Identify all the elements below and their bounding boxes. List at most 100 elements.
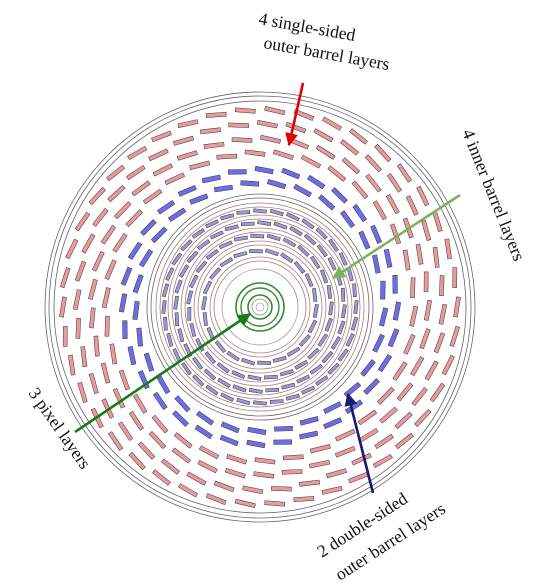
inner-barrel-module (187, 307, 192, 321)
inner-barrel-module (328, 301, 334, 316)
inner-barrel-module (328, 238, 339, 252)
single-sided-module (106, 164, 126, 182)
inner-barrel-support-ring (171, 218, 349, 396)
single-sided-module (358, 428, 379, 443)
single-sided-module (228, 122, 249, 128)
single-sided-module (125, 209, 143, 228)
single-sided-module (394, 432, 414, 450)
double-sided-module (343, 381, 362, 398)
single-sided-module (281, 469, 303, 475)
double-sided-module (122, 320, 128, 339)
single-sided-module (178, 483, 199, 498)
single-sided-module (173, 432, 193, 449)
inner-barrel-module (312, 303, 319, 318)
inner-barrel-module (173, 295, 179, 310)
double-sided-module (172, 410, 189, 427)
single-sided-module (161, 458, 180, 475)
single-sided-module (410, 356, 425, 377)
single-sided-module (171, 447, 191, 464)
inner-barrel-module (341, 304, 347, 319)
inner-barrel-module (293, 260, 306, 274)
inner-barrel-module (257, 220, 272, 226)
single-sided-module (285, 121, 307, 134)
inner-barrel-module (327, 362, 340, 375)
single-sided-module (441, 354, 455, 376)
single-sided-module (386, 173, 403, 193)
double-sided-module (219, 434, 239, 447)
inner-barrel-module (161, 283, 170, 298)
single-sided-module (409, 305, 419, 327)
single-sided-module (396, 163, 412, 183)
single-sided-module (419, 328, 431, 350)
inner-barrel-module (195, 337, 205, 352)
single-sided-module (421, 220, 432, 241)
single-sided-module (449, 325, 461, 347)
single-sided-module (205, 493, 227, 505)
inner-barrel-module (265, 387, 280, 393)
inner-barrel-module (309, 363, 323, 375)
single-sided-module (117, 421, 134, 441)
inner-barrel-support-ring (159, 206, 361, 408)
inner-barrel-module (201, 296, 208, 311)
inner-barrel-module (204, 351, 216, 365)
inner-barrel-module (224, 224, 239, 232)
single-sided-module (152, 163, 174, 177)
inner-barrel-module (307, 319, 318, 334)
double-sided-outer-barrel-layers (118, 165, 402, 449)
inner-barrel-module (241, 357, 256, 366)
inner-barrel-module (294, 359, 309, 370)
single-sided-module (92, 208, 109, 227)
inner-barrel-module (273, 221, 288, 230)
single-sided-module (213, 480, 235, 493)
double-sided-module (274, 425, 293, 432)
inner-barrel-module (197, 239, 211, 251)
single-sided-module (403, 334, 416, 355)
single-sided-module (74, 211, 91, 232)
single-sided-module (405, 195, 419, 216)
double-sided-module (331, 187, 348, 204)
double-sided-module (132, 274, 144, 294)
double-sided-module (299, 430, 319, 440)
inner-barrel-module (192, 374, 205, 387)
single-sided-module (394, 411, 413, 430)
single-sided-module (272, 149, 294, 161)
inner-barrel-module (248, 388, 263, 394)
inner-barrel-module (303, 233, 317, 246)
single-sided-module (365, 173, 382, 193)
double-sided-module (340, 210, 356, 229)
double-sided-module (201, 174, 221, 184)
single-sided-module (164, 172, 185, 186)
double-sided-module (240, 180, 260, 187)
single-sided-module (432, 211, 443, 232)
inner-barrel-module (337, 320, 346, 335)
inner-barrel-module (298, 334, 311, 347)
double-sided-module (220, 421, 240, 434)
double-sided-module (118, 293, 128, 313)
single-sided-module (72, 289, 82, 311)
inner-barrel-support-rings (155, 202, 365, 412)
double-sided-module (378, 307, 389, 327)
single-sided-module (151, 130, 172, 143)
single-sided-module (74, 260, 87, 282)
double-sided-module (127, 346, 137, 366)
double-sided-module (383, 248, 393, 268)
inner-barrel-module (279, 369, 294, 377)
inner-barrel-module (186, 290, 194, 305)
arrow-double-sided (344, 392, 375, 494)
single-sided-module (231, 137, 253, 143)
single-sided-module (264, 500, 286, 507)
inner-barrel-module (165, 267, 175, 282)
pixel-layers (235, 282, 285, 332)
single-sided-module (414, 408, 432, 427)
single-sided-module (226, 453, 248, 465)
single-sided-module (88, 187, 106, 206)
double-sided-module (138, 248, 154, 268)
single-sided-module (205, 112, 227, 118)
single-sided-module (374, 143, 392, 163)
inner-barrel-module (301, 385, 315, 395)
inner-barrel-module (307, 347, 320, 360)
single-sided-module (224, 467, 246, 479)
double-sided-module (157, 199, 176, 215)
single-sided-module (234, 107, 256, 114)
